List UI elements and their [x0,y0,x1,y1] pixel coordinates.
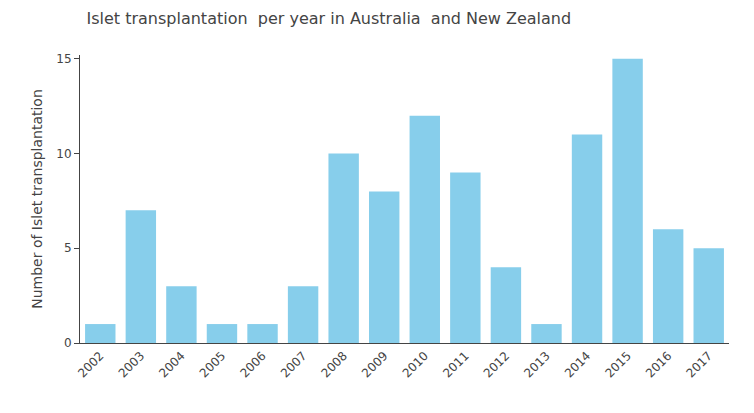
svg-text:2002: 2002 [75,349,106,380]
svg-text:Islet transplantation per yea: Islet transplantation per year in Austra… [86,9,571,28]
svg-text:15: 15 [56,52,71,66]
svg-text:Number of Islet transplantatio: Number of Islet transplantation [29,89,45,309]
svg-text:2011: 2011 [440,349,471,380]
svg-text:2006: 2006 [237,349,268,380]
svg-text:2017: 2017 [684,349,715,380]
svg-text:2007: 2007 [278,349,309,380]
svg-text:2010: 2010 [400,349,431,380]
svg-text:2008: 2008 [319,349,350,380]
svg-text:0: 0 [64,336,72,350]
svg-text:2003: 2003 [116,349,147,380]
svg-text:2015: 2015 [602,349,633,380]
svg-text:2013: 2013 [521,349,552,380]
svg-text:2005: 2005 [197,349,228,380]
svg-text:5: 5 [64,241,72,255]
svg-text:2016: 2016 [643,349,674,380]
svg-text:2014: 2014 [562,349,593,380]
svg-text:10: 10 [56,147,71,161]
svg-text:2009: 2009 [359,349,390,380]
svg-text:2004: 2004 [156,349,187,380]
svg-text:2012: 2012 [481,349,512,380]
